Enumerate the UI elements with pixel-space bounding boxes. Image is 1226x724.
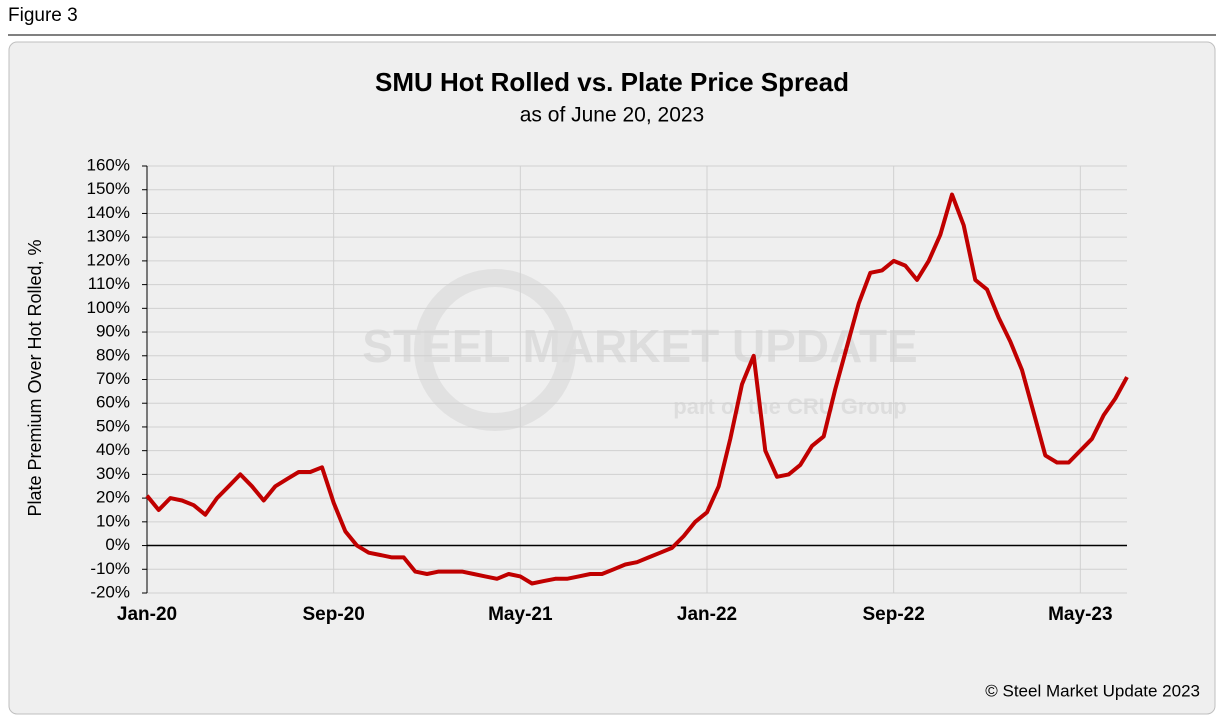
- y-tick-label: 120%: [87, 250, 130, 269]
- y-tick-label: 10%: [96, 511, 130, 530]
- y-tick-label: 100%: [87, 298, 130, 317]
- figure-label: Figure 3: [8, 5, 78, 26]
- y-tick-label: 50%: [96, 416, 130, 435]
- y-tick-label: 90%: [96, 322, 130, 341]
- chart-title: SMU Hot Rolled vs. Plate Price Spread: [375, 67, 849, 97]
- y-axis-label: Plate Premium Over Hot Rolled, %: [25, 239, 45, 516]
- x-tick-label: May-23: [1048, 604, 1112, 625]
- y-tick-label: 110%: [88, 274, 130, 293]
- y-tick-label: 70%: [96, 369, 130, 388]
- y-tick-label: 40%: [96, 440, 130, 459]
- y-tick-label: 130%: [87, 227, 130, 246]
- x-tick-label: Sep-22: [863, 604, 925, 625]
- y-tick-label: 0%: [105, 535, 130, 554]
- y-tick-label: 80%: [96, 345, 130, 364]
- y-tick-label: 140%: [87, 203, 130, 222]
- y-tick-label: -10%: [90, 559, 130, 578]
- data-line: [145, 192, 1129, 586]
- y-tick-label: 150%: [87, 179, 130, 198]
- watermark-brand: STEEL MARKET UPDATE: [362, 320, 917, 372]
- y-tick-label: -20%: [90, 582, 130, 601]
- source-note: © Steel Market Update 2023: [985, 681, 1200, 700]
- x-tick-label: Jan-22: [677, 604, 737, 625]
- watermark-tagline: part of the CRU Group: [673, 394, 906, 419]
- y-tick-label: 20%: [96, 488, 130, 507]
- y-tick-label: 160%: [87, 155, 130, 174]
- watermark: STEEL MARKET UPDATE part of the CRU Grou…: [362, 269, 918, 431]
- watermark-ring: [414, 269, 576, 431]
- x-tick-label: Sep-20: [303, 604, 365, 625]
- x-tick-label: Jan-20: [117, 604, 177, 625]
- chart-panel: [8, 41, 1216, 715]
- y-tick-label: 60%: [96, 393, 130, 412]
- y-tick-label: 30%: [96, 464, 130, 483]
- x-tick-label: May-21: [488, 604, 553, 625]
- chart-subtitle: as of June 20, 2023: [520, 104, 704, 127]
